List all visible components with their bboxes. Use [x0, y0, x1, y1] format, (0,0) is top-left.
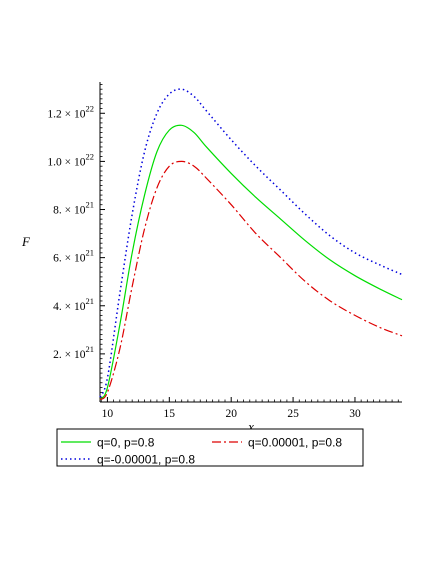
y-tick-label: 6. × 1021: [53, 248, 94, 265]
y-tick-label: 1.2 × 1022: [47, 103, 94, 120]
x-tick-label: 30: [349, 408, 361, 420]
legend-label: q=-0.00001, p=0.8: [97, 453, 195, 467]
series-line: [99, 88, 403, 398]
y-tick-label: 8. × 1021: [53, 200, 94, 217]
y-axis-label: F: [21, 234, 31, 249]
series-line: [99, 124, 403, 400]
legend-label: q=0.00001, p=0.8: [248, 436, 342, 450]
series-line: [99, 160, 403, 401]
x-tick-label: 20: [225, 408, 237, 420]
x-tick-label: 25: [287, 408, 299, 420]
x-tick-label: 10: [102, 408, 114, 420]
y-tick-label: 4. × 1021: [53, 296, 94, 313]
y-tick-label: 1.0 × 1022: [47, 151, 94, 168]
x-tick-label: 15: [164, 408, 176, 420]
legend: q=0, p=0.8 q=0.00001, p=0.8 q=-0.00001, p=…: [56, 428, 364, 467]
axes: 10 15 20 25 30 2. × 1021 4. × 1021 6. × 1021 8. …: [47, 82, 402, 420]
legend-box: [56, 428, 364, 467]
legend-label: q=0, p=0.8: [97, 436, 155, 450]
y-tick-label: 2. × 1021: [53, 344, 94, 361]
series-lines: [99, 88, 403, 401]
x-axis-label: x: [247, 419, 254, 434]
